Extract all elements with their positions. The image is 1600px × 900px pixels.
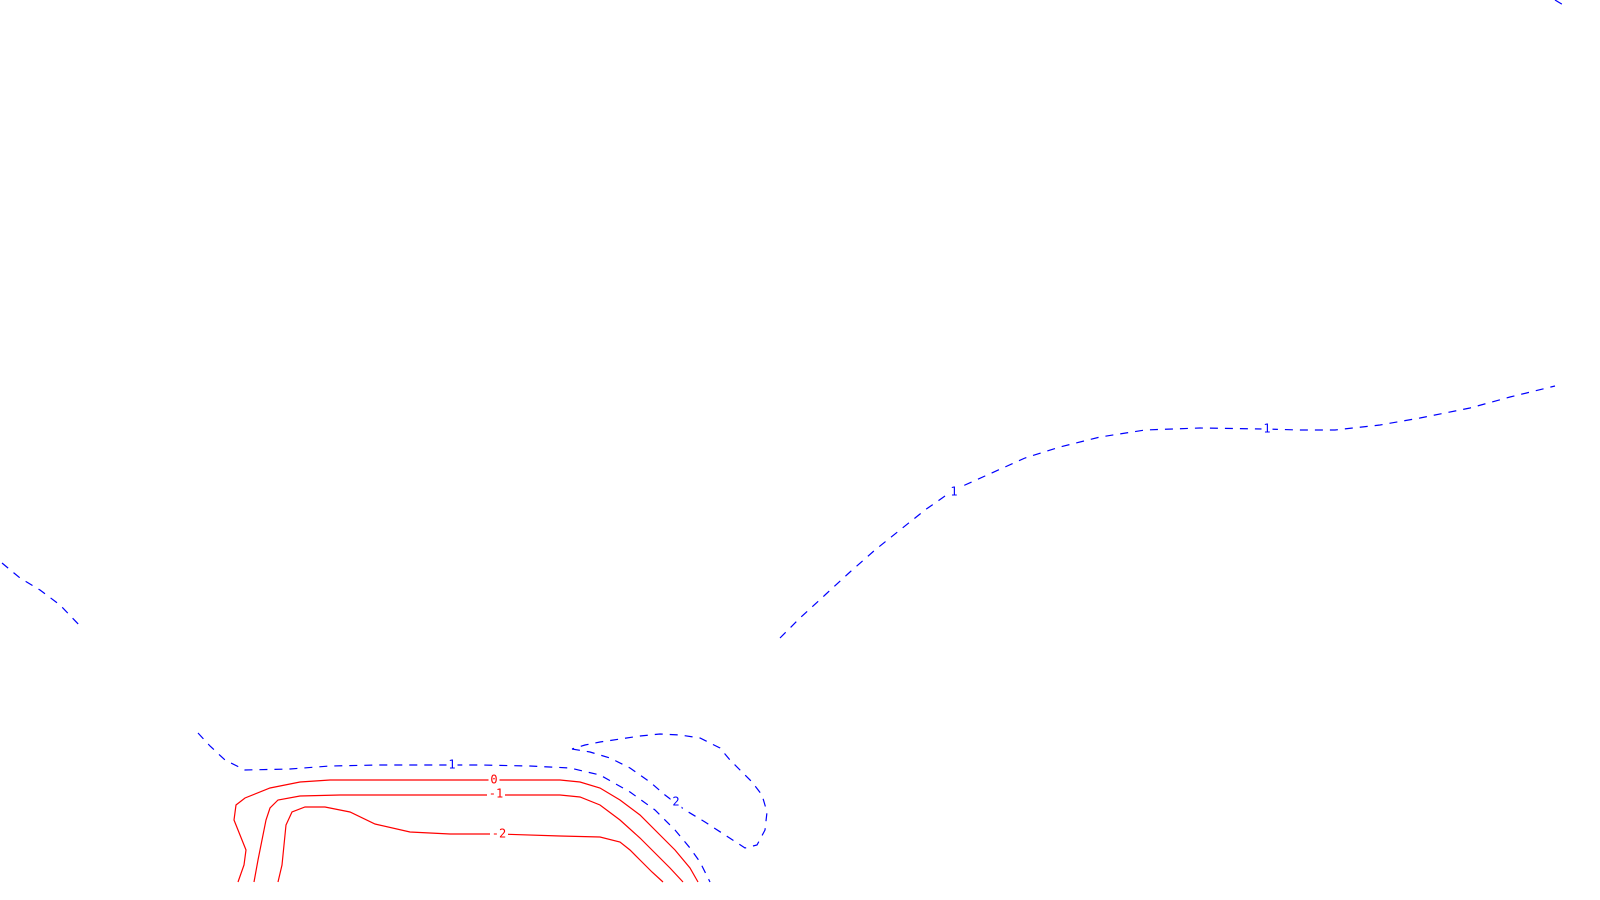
contour-label-background — [948, 486, 960, 498]
contour-label-background — [490, 828, 508, 840]
contour-label-background — [1261, 423, 1273, 435]
contour-label: -2 — [492, 827, 506, 841]
contour-line-level-0-6 — [233, 779, 699, 883]
contour-lines — [1, 0, 1566, 883]
contour-label: 1 — [448, 758, 455, 772]
contour-label: 0 — [490, 773, 497, 787]
contour-line-level-neg2-8 — [277, 806, 664, 883]
contour-labels: 1 1 1 2 0-1 -2 — [446, 422, 1273, 841]
contour-line-level-1-3 — [197, 732, 711, 883]
contour-line-level-1-0 — [779, 385, 1556, 639]
contour-label-background — [670, 796, 682, 808]
contour-label: 2 — [672, 795, 679, 809]
contour-label: -1 — [489, 787, 503, 801]
contour-label-background — [446, 759, 458, 771]
contour-label: 1 — [1263, 422, 1270, 436]
contour-label: 1 — [950, 485, 957, 499]
contour-label-background — [487, 788, 505, 800]
contour-line-level-neg1-7 — [253, 794, 684, 883]
contour-label-background — [488, 774, 500, 786]
contour-line-level-1-5 — [1554, 0, 1566, 7]
contour-line-level-2-4 — [571, 733, 768, 849]
contour-line-level-1-2 — [1, 562, 83, 629]
